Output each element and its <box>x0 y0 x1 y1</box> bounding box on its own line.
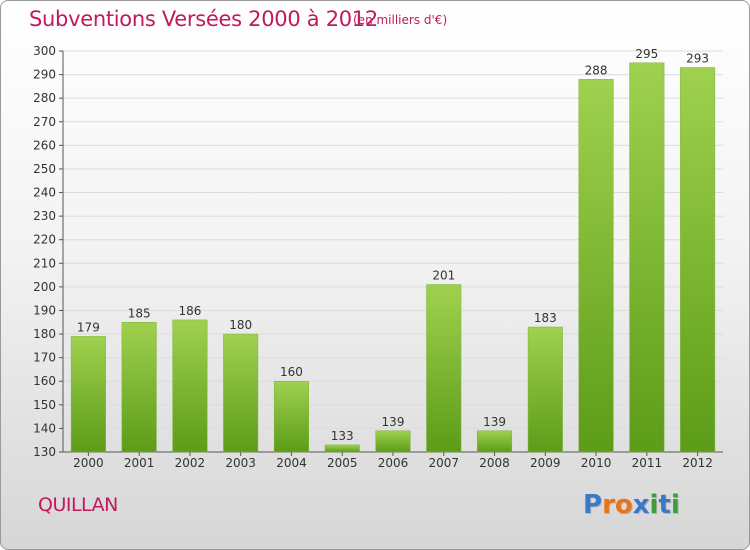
bars <box>70 62 716 453</box>
bar-2001 <box>121 322 157 453</box>
value-label-2010: 288 <box>585 63 608 77</box>
proxiti-logo: Proxiti <box>583 490 680 520</box>
bar-2012 <box>680 67 716 453</box>
value-label-2003: 180 <box>229 318 252 332</box>
value-label-2007: 201 <box>432 269 455 283</box>
y-tick-label: 300 <box>33 44 56 58</box>
value-label-2000: 179 <box>77 320 100 334</box>
x-tick-label-2010: 2010 <box>581 456 612 470</box>
value-label-2009: 183 <box>534 311 557 325</box>
grid <box>63 50 723 429</box>
x-tick-label-2005: 2005 <box>327 456 358 470</box>
bar-2004 <box>273 380 309 453</box>
y-tick-label: 210 <box>33 256 56 270</box>
logo-letter: P <box>583 490 603 520</box>
bar-2000 <box>70 336 106 453</box>
data-labels: 179 185 186 180 160 133 139 201 139 183 288 295 293 <box>77 47 709 443</box>
x-tick-label-2007: 2007 <box>428 456 459 470</box>
y-tick-label: 140 <box>33 421 56 435</box>
value-label-2012: 293 <box>686 52 709 66</box>
x-tick-label-2003: 2003 <box>225 456 256 470</box>
logo-letter: x <box>632 490 650 520</box>
commune-name: QUILLAN <box>38 494 118 516</box>
x-tick-label-2009: 2009 <box>530 456 561 470</box>
axes: 130 140 150 160 170 180 190 200 210 220 230 240 250 2… <box>33 44 723 470</box>
bar-2008 <box>477 430 513 453</box>
bar-2005 <box>324 444 360 453</box>
logo-letter: o <box>614 490 633 520</box>
bar-2009 <box>527 326 563 453</box>
value-label-2006: 139 <box>382 415 405 429</box>
value-label-2011: 295 <box>635 47 658 61</box>
value-label-2001: 185 <box>128 306 151 320</box>
y-tick-label: 130 <box>33 445 56 459</box>
value-label-2008: 139 <box>483 415 506 429</box>
y-tick-label: 260 <box>33 138 56 152</box>
y-tick-label: 180 <box>33 327 56 341</box>
x-tick-label-2008: 2008 <box>479 456 510 470</box>
x-tick-label-2004: 2004 <box>276 456 307 470</box>
y-tick-label: 270 <box>33 115 56 129</box>
bar-2007 <box>426 284 462 453</box>
x-tick-label-2012: 2012 <box>682 456 713 470</box>
value-label-2002: 186 <box>178 304 201 318</box>
logo-letter: i <box>670 490 680 520</box>
bar-2006 <box>375 430 411 453</box>
x-tick-label-2011: 2011 <box>632 456 663 470</box>
y-tick-label: 280 <box>33 91 56 105</box>
y-tick-label: 220 <box>33 233 56 247</box>
chart-title: Subventions Versées 2000 à 2012 <box>29 7 378 31</box>
y-tick-label: 190 <box>33 303 56 317</box>
y-tick-label: 150 <box>33 398 56 412</box>
x-tick-label-2006: 2006 <box>378 456 409 470</box>
value-label-2005: 133 <box>331 429 354 443</box>
logo-letter: r <box>602 490 615 520</box>
x-tick-label-2001: 2001 <box>124 456 155 470</box>
y-tick-label: 240 <box>33 186 56 200</box>
logo-letter: t <box>658 490 671 520</box>
y-tick-label: 200 <box>33 280 56 294</box>
bar-2010 <box>578 79 614 453</box>
bar-2003 <box>223 333 259 453</box>
y-tick-label: 230 <box>33 209 56 223</box>
y-tick-label: 170 <box>33 351 56 365</box>
bar-2002 <box>172 319 208 453</box>
bar-2011 <box>629 62 665 453</box>
x-tick-label-2000: 2000 <box>73 456 104 470</box>
value-label-2004: 160 <box>280 365 303 379</box>
y-tick-label: 290 <box>33 68 56 82</box>
x-tick-label-2002: 2002 <box>175 456 206 470</box>
y-tick-label: 250 <box>33 162 56 176</box>
logo-letter: i <box>649 490 659 520</box>
chart-subtitle: (en milliers d'€) <box>353 13 448 27</box>
y-tick-label: 160 <box>33 374 56 388</box>
